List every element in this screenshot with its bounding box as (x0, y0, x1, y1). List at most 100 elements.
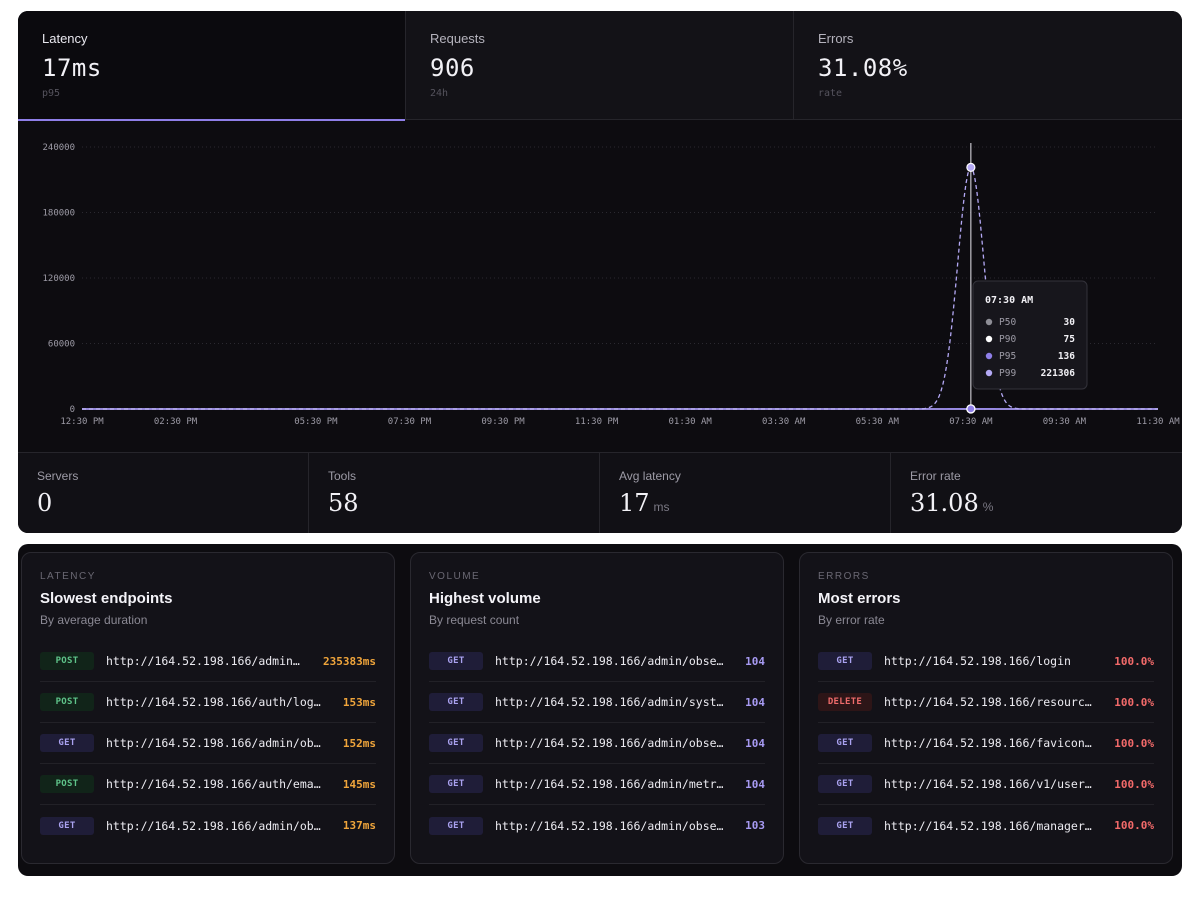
http-method-badge: POST (40, 652, 94, 670)
tab-sub: rate (818, 88, 843, 99)
tooltip-series-value: 221306 (1041, 368, 1076, 379)
endpoint-value: 137ms (342, 819, 376, 832)
endpoint-row[interactable]: GET http://164.52.198.166/admin/obse… 104 (429, 641, 765, 682)
y-tick-label: 120000 (42, 274, 75, 284)
endpoint-list: POST http://164.52.198.166/admin… 235383ms… (40, 641, 376, 846)
y-tick-label: 0 (70, 405, 75, 415)
tab-latency[interactable]: Latency 17ms p95 (18, 11, 406, 121)
tab-requests[interactable]: Requests 906 24h (406, 11, 794, 120)
tooltip-swatch (985, 369, 993, 377)
card-slowest-endpoints: LATENCY Slowest endpoints By average dur… (21, 552, 395, 864)
endpoint-value: 152ms (342, 736, 376, 750)
endpoint-value: 100.0% (1114, 819, 1154, 832)
endpoint-row[interactable]: POST http://164.52.198.166/auth/log… 153ms (40, 682, 376, 723)
x-tick-label: 07:30 PM (388, 417, 432, 427)
hover-point-p95 (966, 404, 976, 414)
y-tick-label: 180000 (42, 209, 75, 219)
latency-chart[interactable]: 0 60000 120000 180000 240000 12:30 PM 02:30 PM… (18, 121, 1182, 451)
endpoint-row[interactable]: GET http://164.52.198.166/manager… 100.0% (818, 805, 1154, 846)
tooltip-series-name: P90 (999, 334, 1016, 345)
metrics-panel: Latency 17ms p95 Requests 906 24h Errors… (18, 11, 1182, 533)
x-tick-label: 12:30 PM (60, 417, 104, 427)
endpoint-row[interactable]: GET http://164.52.198.166/login 100.0% (818, 641, 1154, 682)
http-method-badge: GET (40, 734, 94, 752)
metric-tabs: Latency 17ms p95 Requests 906 24h Errors… (18, 11, 1182, 121)
summary-stats: Servers 0 Tools 58 Avg latency 17 ms Erro… (18, 452, 1182, 533)
http-method-badge: GET (429, 734, 483, 752)
stat-label: Tools (328, 469, 357, 483)
x-tick-label: 07:30 AM (949, 417, 993, 427)
card-eyebrow: LATENCY (40, 571, 96, 582)
card-title: Highest volume (429, 590, 541, 607)
endpoint-url: http://164.52.198.166/admin/obse… (495, 654, 724, 668)
endpoint-url: http://164.52.198.166/auth/ema… (106, 777, 321, 791)
endpoint-row[interactable]: GET http://164.52.198.166/admin/syst… 104 (429, 682, 765, 723)
chart-tooltip (972, 280, 1088, 390)
endpoint-url: http://164.52.198.166/admin… (106, 654, 300, 668)
tooltip-series-name: P99 (999, 368, 1016, 379)
stat-servers: Servers 0 (18, 453, 309, 533)
endpoint-url: http://164.52.198.166/admin/metr… (495, 777, 724, 791)
endpoint-list: GET http://164.52.198.166/login 100.0% DELE… (818, 641, 1154, 846)
stat-unit: % (982, 500, 994, 514)
endpoint-value: 100.0% (1114, 695, 1154, 709)
tooltip-series-value: 136 (1058, 351, 1075, 362)
http-method-badge: GET (429, 775, 483, 793)
tab-label: Latency (42, 31, 88, 46)
endpoint-row[interactable]: POST http://164.52.198.166/auth/ema… 145ms (40, 764, 376, 805)
endpoint-row[interactable]: GET http://164.52.198.166/admin/obse… 104 (429, 723, 765, 764)
card-most-errors: ERRORS Most errors By error rate GET http… (799, 552, 1173, 864)
stat-value: 17 ms (619, 489, 871, 517)
x-tick-label: 05:30 PM (294, 417, 338, 427)
http-method-badge: POST (40, 693, 94, 711)
endpoint-url: http://164.52.198.166/v1/user… (884, 777, 1092, 791)
endpoint-value: 153ms (342, 695, 376, 709)
x-tick-label: 09:30 PM (481, 417, 525, 427)
endpoint-row[interactable]: GET http://164.52.198.166/v1/user… 100.0% (818, 764, 1154, 805)
endpoint-row[interactable]: GET http://164.52.198.166/favicon… 100.0% (818, 723, 1154, 764)
stat-error-rate: Error rate 31.08% (891, 453, 1182, 533)
endpoint-row[interactable]: GET http://164.52.198.166/admin/obse… 103 (429, 805, 765, 846)
tab-value: 906 (430, 54, 475, 82)
tooltip-swatch (985, 318, 993, 326)
endpoint-row[interactable]: POST http://164.52.198.166/admin… 235383ms (40, 641, 376, 682)
stat-label: Avg latency (619, 469, 681, 483)
http-method-badge: POST (40, 775, 94, 793)
http-method-badge: GET (40, 816, 94, 835)
endpoint-row[interactable]: GET http://164.52.198.166/admin/ob… 137ms (40, 805, 376, 846)
http-method-badge: GET (429, 693, 483, 711)
stat-number: 0 (37, 489, 53, 517)
stat-unit: ms (653, 500, 670, 514)
stat-tools: Tools 58 (309, 453, 600, 533)
endpoint-url: http://164.52.198.166/admin/obse… (495, 818, 724, 833)
tooltip-series-value: 30 (1064, 317, 1076, 328)
tab-value: 31.08% (818, 54, 908, 82)
x-tick-label: 11:30 AM (1136, 417, 1180, 427)
tab-sub: p95 (42, 88, 61, 99)
card-highest-volume: VOLUME Highest volume By request count G… (410, 552, 784, 864)
x-tick-label: 09:30 AM (1043, 417, 1087, 427)
endpoint-value: 104 (745, 654, 765, 668)
stat-number: 58 (328, 489, 359, 517)
endpoint-row[interactable]: DELETE http://164.52.198.166/resourc… 100.… (818, 682, 1154, 723)
endpoint-value: 104 (745, 777, 765, 791)
endpoints-panel: LATENCY Slowest endpoints By average dur… (18, 544, 1182, 876)
tab-errors[interactable]: Errors 31.08% rate (794, 11, 1182, 120)
endpoint-value: 104 (745, 736, 765, 750)
endpoint-url: http://164.52.198.166/favicon… (884, 736, 1092, 750)
tooltip-series-name: P50 (999, 317, 1016, 328)
endpoint-value: 235383ms (323, 654, 376, 668)
tooltip-series-name: P95 (999, 351, 1016, 362)
tab-label: Requests (430, 31, 485, 46)
tab-value: 17ms (42, 54, 102, 82)
card-title: Most errors (818, 590, 901, 607)
card-title: Slowest endpoints (40, 590, 173, 607)
x-tick-label: 02:30 PM (154, 417, 198, 427)
series-line-p99 (82, 166, 1158, 410)
endpoint-row[interactable]: GET http://164.52.198.166/admin/metr… 104 (429, 764, 765, 805)
endpoint-value: 145ms (342, 777, 376, 791)
endpoint-url: http://164.52.198.166/login (884, 654, 1071, 668)
endpoint-url: http://164.52.198.166/admin/syst… (495, 695, 724, 709)
endpoint-row[interactable]: GET http://164.52.198.166/admin/ob… 152ms (40, 723, 376, 764)
stat-label: Servers (37, 469, 79, 483)
